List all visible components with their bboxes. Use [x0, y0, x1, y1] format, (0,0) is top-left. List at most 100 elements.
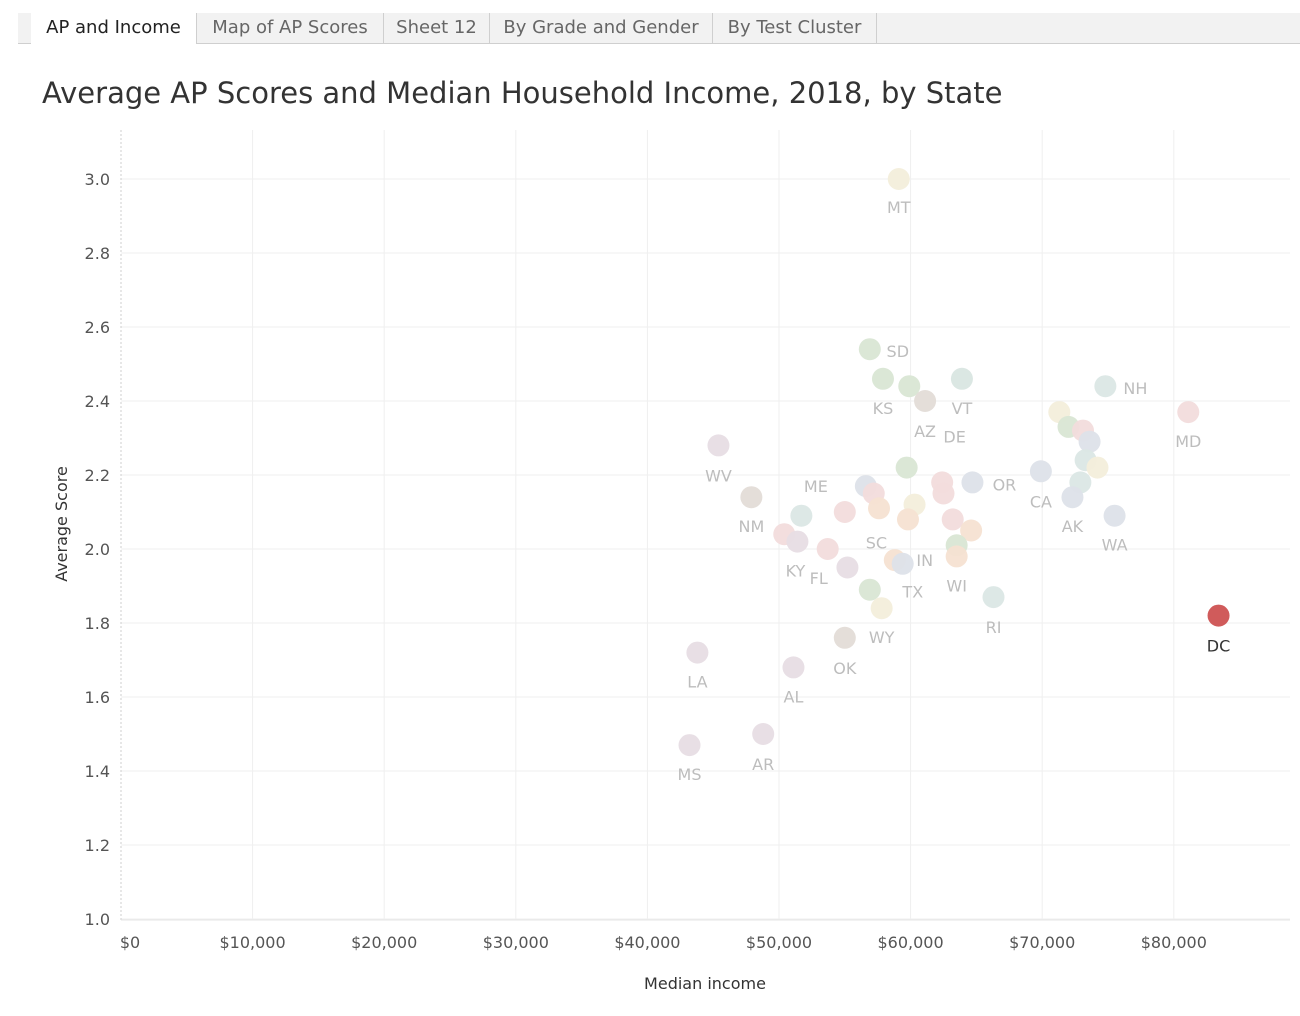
point-label-ks: KS [873, 399, 894, 418]
point-label-nm: NM [738, 517, 764, 536]
data-point-ca[interactable] [1029, 460, 1052, 483]
data-point-tx[interactable] [858, 578, 881, 601]
x-tick-label: $80,000 [1141, 933, 1207, 952]
data-point-or[interactable] [961, 471, 984, 494]
point-label-ok: OK [833, 659, 857, 678]
y-axis-label: Average Score [52, 466, 71, 582]
x-tick-label: $10,000 [220, 933, 286, 952]
chart-title: Average AP Scores and Median Household I… [42, 76, 1003, 110]
point-label-me: ME [804, 477, 828, 496]
point-label-or: OR [993, 475, 1017, 494]
point-label-ar: AR [752, 755, 774, 774]
data-point[interactable] [833, 501, 856, 523]
y-tick-label: 1.8 [85, 614, 110, 633]
y-tick-label: 1.2 [85, 836, 110, 855]
point-label-fl: FL [810, 569, 828, 588]
point-label-nh: NH [1123, 379, 1147, 398]
data-point-wa[interactable] [1103, 504, 1126, 527]
data-point-de[interactable] [895, 456, 918, 479]
x-tick-label: $30,000 [483, 933, 549, 952]
point-label-de: DE [943, 428, 965, 447]
point-label-dc: DC [1207, 637, 1231, 656]
data-point[interactable] [790, 504, 813, 527]
y-tick-label: 2.8 [85, 244, 110, 263]
point-label-al: AL [784, 687, 804, 706]
data-point-ar[interactable] [752, 723, 775, 745]
point-label-sd: SD [887, 342, 909, 361]
point-label-wi: WI [946, 576, 967, 595]
y-tick-label: 2.2 [85, 466, 110, 485]
sheet-tab-bar: AP and Income Map of AP Scores Sheet 12 … [18, 13, 1300, 44]
data-point[interactable] [960, 519, 983, 542]
data-point-vt[interactable] [950, 367, 973, 390]
y-tick-label: 3.0 [85, 170, 110, 189]
data-point[interactable] [898, 375, 921, 398]
point-label-ca: CA [1030, 492, 1052, 511]
data-point-ri[interactable] [982, 586, 1005, 609]
data-point-sd[interactable] [858, 338, 881, 361]
x-tick-label: $60,000 [878, 933, 944, 952]
tab-ap-and-income[interactable]: AP and Income [31, 13, 197, 44]
data-point[interactable] [941, 508, 964, 531]
point-label-wa: WA [1102, 536, 1128, 555]
y-tick-label: 1.0 [85, 910, 110, 929]
data-point-in[interactable] [891, 552, 914, 575]
point-label-md: MD [1175, 432, 1201, 451]
data-point-md[interactable] [1177, 401, 1200, 424]
x-tick-label: $40,000 [614, 933, 680, 952]
data-point[interactable] [1078, 430, 1101, 453]
tab-map-of-ap-scores[interactable]: Map of AP Scores [197, 13, 384, 43]
x-tick-label: $70,000 [1009, 933, 1075, 952]
data-point-ak[interactable] [1061, 486, 1084, 509]
data-point-mt[interactable] [887, 168, 910, 190]
y-tick-label: 1.6 [85, 688, 110, 707]
tab-by-test-cluster[interactable]: By Test Cluster [713, 13, 877, 43]
point-label-wv: WV [705, 466, 732, 485]
data-point-la[interactable] [686, 641, 709, 664]
point-label-mt: MT [887, 198, 911, 217]
data-point-ms[interactable] [678, 734, 701, 757]
point-label-vt: VT [952, 399, 973, 418]
point-label-wy: WY [869, 628, 895, 647]
tab-by-grade-and-gender[interactable]: By Grade and Gender [490, 13, 713, 43]
x-tick-label: $20,000 [351, 933, 417, 952]
x-axis-label: Median income [644, 974, 766, 993]
point-labels: MT SD KS AZ VT NH MD CA AK WA WV NM ME DE OR KY FL SC IN WI… [678, 198, 1231, 784]
data-point-fl[interactable] [816, 538, 839, 560]
data-point-wv[interactable] [707, 434, 730, 457]
data-point-wy[interactable] [870, 597, 893, 620]
point-label-az: AZ [914, 422, 936, 441]
y-tick-label: 2.0 [85, 540, 110, 559]
data-point-dc[interactable] [1207, 604, 1230, 627]
data-point-ky[interactable] [786, 530, 809, 553]
point-label-la: LA [687, 673, 707, 692]
data-point-nh[interactable] [1094, 375, 1117, 398]
x-tick-label: $50,000 [746, 933, 812, 952]
point-label-ms: MS [678, 765, 702, 784]
y-tick-label: 1.4 [85, 762, 110, 781]
x-tick-label: $0 [120, 933, 140, 952]
data-points [678, 168, 1230, 757]
grid-lines [121, 130, 1290, 920]
data-point-az[interactable] [914, 390, 937, 412]
point-label-ak: AK [1062, 517, 1084, 536]
point-label-sc: SC [866, 534, 887, 553]
y-tick-label: 2.6 [85, 318, 110, 337]
data-point-ks[interactable] [871, 367, 894, 390]
data-point[interactable] [896, 508, 919, 531]
data-point-wi[interactable] [945, 545, 968, 568]
point-label-ky: KY [786, 562, 806, 581]
data-point-nm[interactable] [740, 486, 763, 509]
point-label-ri: RI [986, 618, 1002, 637]
point-label-in: IN [916, 551, 933, 570]
data-point[interactable] [868, 497, 891, 520]
data-point-sc[interactable] [836, 556, 859, 579]
data-point-ok[interactable] [833, 626, 856, 649]
data-point[interactable] [932, 482, 955, 505]
point-label-tx: TX [901, 583, 923, 602]
tab-sheet-12[interactable]: Sheet 12 [384, 13, 490, 43]
y-tick-label: 2.4 [85, 392, 110, 411]
data-point[interactable] [1086, 456, 1109, 479]
data-point-al[interactable] [782, 656, 805, 679]
